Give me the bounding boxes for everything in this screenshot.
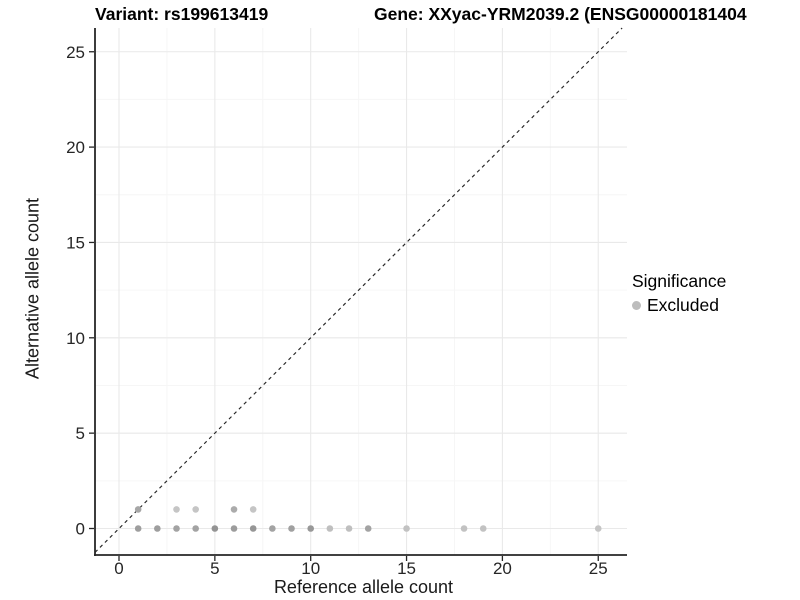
y-tick-label: 15 bbox=[66, 233, 85, 252]
y-axis-title: Alternative allele count bbox=[22, 197, 43, 380]
data-point bbox=[479, 525, 487, 532]
x-tick-label: 15 bbox=[397, 559, 416, 578]
data-point bbox=[307, 525, 315, 532]
data-point bbox=[269, 525, 276, 532]
y-tick-label: 20 bbox=[66, 138, 85, 157]
x-tick-label: 25 bbox=[589, 559, 608, 578]
data-point bbox=[192, 506, 199, 513]
excluded-point-icon bbox=[632, 301, 641, 310]
data-point bbox=[173, 506, 180, 513]
x-axis-title: Reference allele count bbox=[273, 577, 454, 597]
data-point bbox=[249, 525, 257, 532]
identity-line bbox=[94, 27, 623, 553]
data-point bbox=[249, 506, 257, 513]
legend-item-label: Excluded bbox=[647, 295, 719, 315]
data-point bbox=[154, 525, 161, 532]
data-point bbox=[403, 525, 410, 532]
legend-title: Significance bbox=[632, 271, 727, 291]
data-point bbox=[460, 525, 468, 532]
data-point bbox=[364, 525, 372, 532]
legend: Significance Excluded bbox=[632, 271, 726, 316]
plot-title-variant: Variant: rs199613419 bbox=[95, 4, 269, 24]
data-point bbox=[192, 525, 199, 532]
data-point bbox=[134, 506, 142, 513]
data-point bbox=[230, 525, 238, 532]
x-tick-label: 10 bbox=[301, 559, 320, 578]
data-point bbox=[173, 525, 180, 532]
y-tick-label: 0 bbox=[76, 520, 85, 539]
legend-item-excluded: Excluded bbox=[632, 295, 726, 316]
data-point bbox=[134, 525, 142, 532]
y-tick-label: 5 bbox=[76, 424, 85, 443]
x-tick-label: 0 bbox=[114, 559, 123, 578]
x-tick-label: 20 bbox=[493, 559, 512, 578]
y-tick-label: 25 bbox=[66, 43, 85, 62]
data-point bbox=[230, 506, 238, 513]
data-point bbox=[288, 525, 295, 532]
data-point bbox=[345, 525, 353, 532]
data-point bbox=[211, 525, 219, 532]
y-tick-label: 10 bbox=[66, 329, 85, 348]
x-tick-label: 5 bbox=[210, 559, 219, 578]
data-point bbox=[326, 525, 334, 532]
plot-title-gene: Gene: XXyac-YRM2039.2 (ENSG00000181404 bbox=[374, 4, 747, 24]
data-point bbox=[594, 525, 602, 532]
